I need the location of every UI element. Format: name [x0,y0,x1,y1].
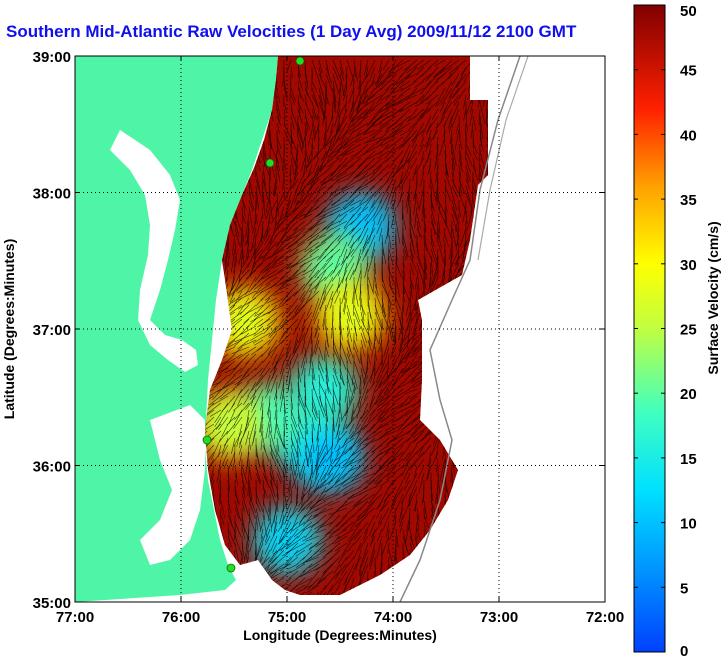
x-tick-label: 74:00 [374,609,412,626]
colorbar-tick-label: 50 [680,3,697,20]
x-tick-label: 77:00 [56,609,94,626]
colorbar-tick-label: 0 [680,643,688,659]
y-tick-label: 37:00 [33,322,71,339]
velocity-field [205,56,488,595]
x-tick-label: 72:00 [586,609,624,626]
colorbar-tick-label: 15 [680,451,697,468]
y-tick-label: 38:00 [33,186,71,203]
colorbar-ticks: 0 5 10 15 20 25 30 35 40 45 50 [634,3,697,659]
colorbar [633,4,666,653]
colorbar-tick-label: 5 [680,580,688,597]
radar-site-marker [265,158,275,168]
colorbar-tick-label: 10 [680,516,697,533]
y-axis-label: Latitude (Degrees:Minutes) [1,239,17,419]
speed-zone-core-5 [306,372,343,409]
colorbar-tick-label: 30 [680,257,697,274]
bay-water [110,130,198,372]
radar-site-marker [202,435,212,445]
bathymetry-contour [399,56,521,602]
colorbar-tick-label: 40 [680,127,697,144]
colorbar-label: Surface Velocity (cm/s) [705,221,721,374]
sound-water [140,405,205,565]
bathymetry-contour-2 [477,56,529,261]
x-tick-label: 75:00 [268,609,306,626]
radar-site-marker [226,563,236,573]
speed-zone-core-8 [332,297,369,334]
chart-title: Southern Mid-Atlantic Raw Velocities (1 … [6,22,577,41]
colorbar-tick-label: 45 [680,63,697,80]
colorbar-tick-label: 25 [680,322,697,339]
x-axis: 77:00 76:00 75:00 74:00 73:00 72:00 [56,56,624,626]
x-tick-label: 73:00 [480,609,518,626]
colorbar-tick-label: 20 [680,386,697,403]
y-tick-label: 39:00 [33,49,71,66]
y-tick-label: 36:00 [33,459,71,476]
y-tick-label: 35:00 [33,595,71,612]
y-axis: 35:00 36:00 37:00 38:00 39:00 [33,49,605,612]
x-axis-label: Longitude (Degrees:Minutes) [243,627,437,643]
grid-lines [75,56,605,602]
colorbar-tick-label: 35 [680,192,697,209]
x-tick-label: 76:00 [162,609,200,626]
radar-site-marker [295,56,305,66]
